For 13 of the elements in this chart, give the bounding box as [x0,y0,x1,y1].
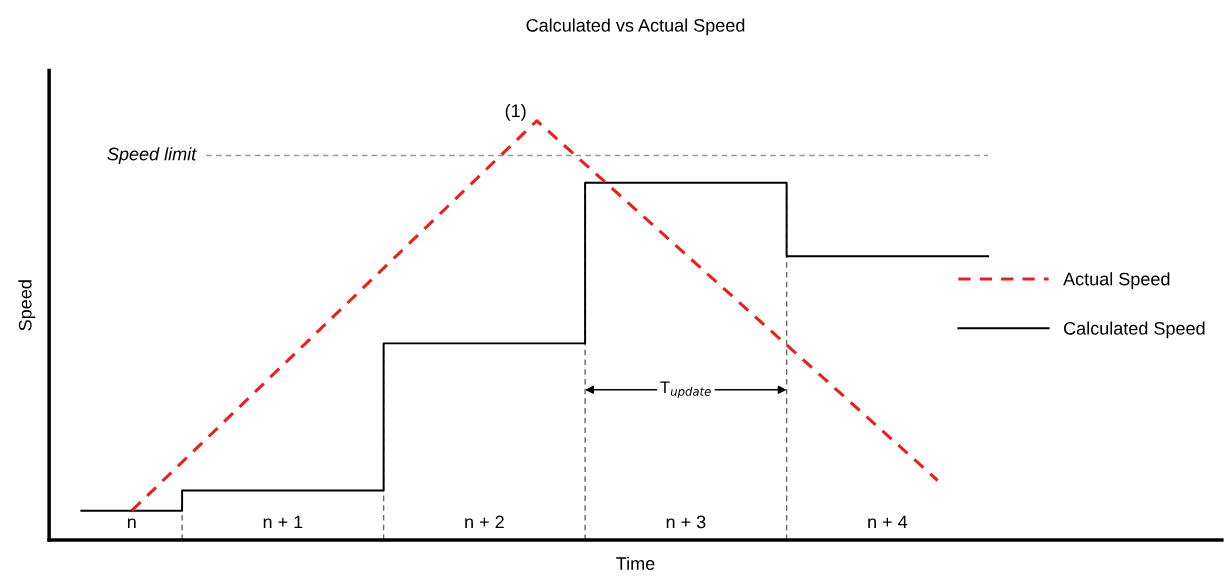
x-tick-label: n + 4 [868,515,908,529]
x-axis-title: Time [616,556,655,570]
annotation: (1) [505,103,526,121]
legend-label: Calculated Speed [1064,321,1205,339]
x-tick-label: n + 1 [263,515,303,529]
x-tick-label: n [127,518,136,529]
x-tick-label: n + 3 [666,515,706,529]
chart-title: Calculated vs Actual Speed [526,18,745,36]
legend-label: Actual Speed [1063,272,1170,289]
y-axis-title: Speed [18,280,36,331]
annotation: T$_{update}$ [660,381,711,399]
x-tick-label: n + 2 [465,515,504,529]
ref-line-label: Speed limit [107,147,197,164]
